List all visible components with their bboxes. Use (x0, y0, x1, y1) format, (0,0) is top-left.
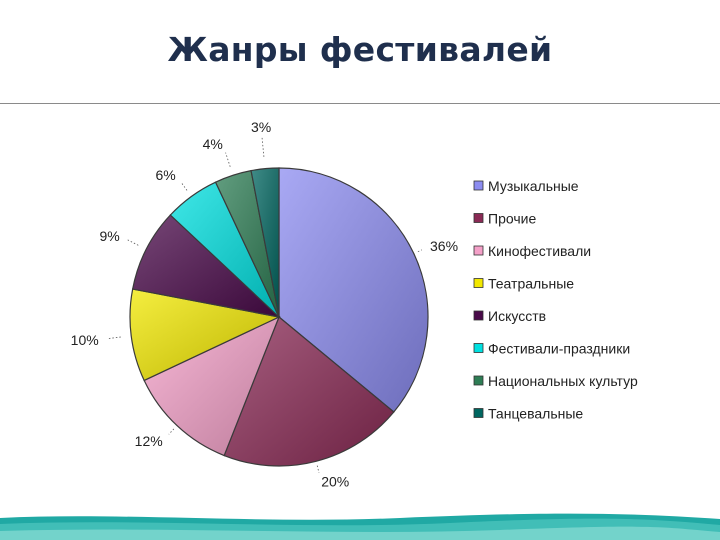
legend-label: Танцевальные (488, 406, 583, 422)
percent-label: 9% (99, 228, 119, 244)
footer-wave-decoration (0, 510, 720, 540)
percent-label: 4% (203, 136, 223, 152)
legend-label: Кинофестивали (488, 243, 591, 259)
leader-line (180, 181, 188, 191)
percent-label: 20% (321, 474, 349, 490)
percent-label: 3% (251, 119, 271, 135)
title-divider (0, 103, 720, 104)
slice-искусств (131, 214, 281, 318)
pie-slices (129, 167, 429, 467)
leader-line (107, 336, 121, 340)
slice-прочие (223, 316, 395, 467)
leader-lines (107, 135, 423, 473)
legend-swatch (473, 213, 484, 223)
legend-swatch (473, 245, 484, 256)
legend-label: Театральные (488, 276, 574, 292)
legend-label: Национальных культур (488, 373, 638, 389)
legend-swatch (473, 180, 484, 191)
slice-кинофестивали (143, 315, 281, 457)
leader-line (316, 465, 320, 473)
legend-swatch (473, 278, 484, 288)
slice-танцевальные (250, 167, 280, 318)
legend-label: Музыкальные (488, 178, 579, 194)
percent-label: 10% (71, 332, 99, 348)
legend-label: Прочие (488, 211, 536, 227)
leader-line (417, 249, 423, 253)
leader-line (168, 428, 175, 435)
page-title: Жанры фестивалей (167, 30, 553, 69)
slice-театральные (129, 288, 281, 382)
slice-музыкальные (278, 167, 429, 413)
legend-swatch (473, 408, 484, 418)
legend-label: Искусств (488, 308, 546, 324)
legend-swatch (473, 375, 484, 386)
percent-label: 36% (430, 238, 458, 254)
leader-line (261, 135, 265, 157)
legend-swatch (473, 310, 484, 321)
legend-swatch (473, 343, 484, 353)
percent-label: 12% (135, 433, 163, 449)
percent-labels: 36% 20% 12% 10% 9% 6% 4% 3% (71, 119, 458, 489)
percent-label: 6% (155, 167, 175, 183)
legend-label: Фестивали-праздники (488, 341, 630, 357)
leader-line (225, 152, 231, 167)
leader-line (127, 239, 139, 246)
chart-legend: Музыкальные Прочие Кинофестивали Театральны… (473, 178, 638, 422)
